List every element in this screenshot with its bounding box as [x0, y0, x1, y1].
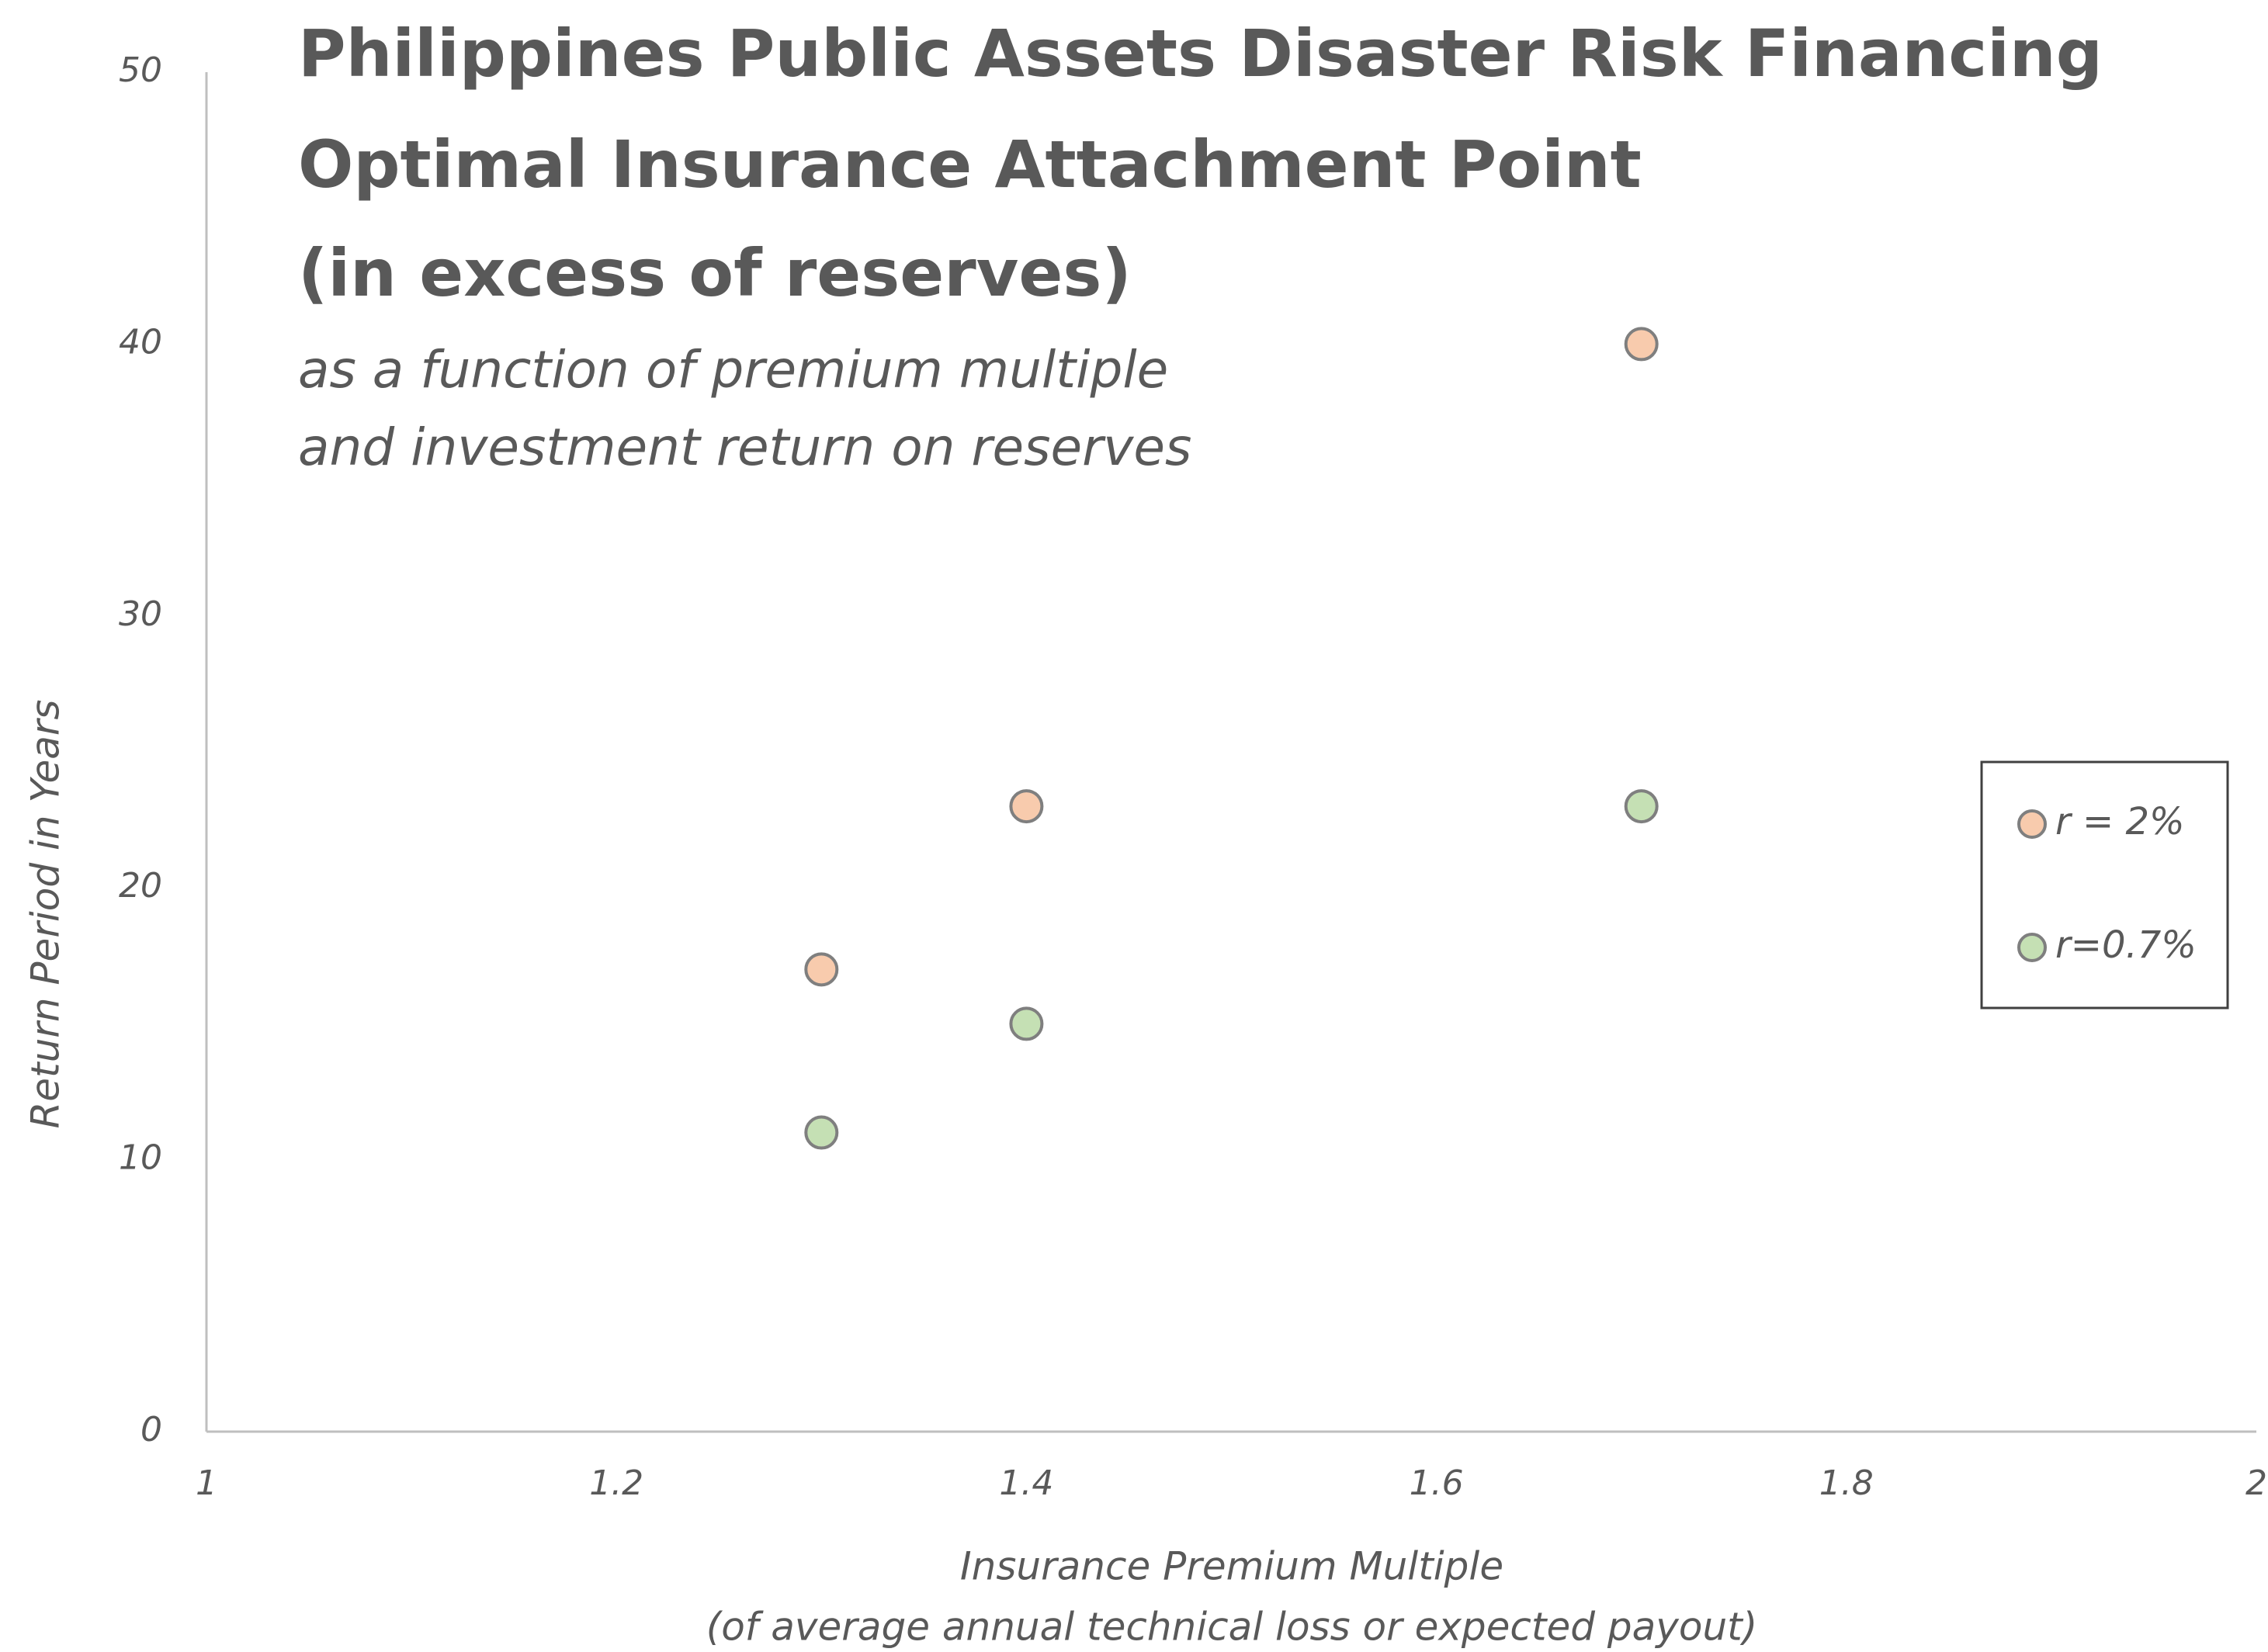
- chart-title: Optimal Insurance Attachment Point: [298, 126, 1642, 203]
- y-tick-label: 30: [119, 594, 162, 634]
- x-tick-label: 1: [196, 1463, 217, 1503]
- legend-marker: [2019, 811, 2045, 837]
- y-axis-label: Return Period in Years: [23, 699, 68, 1128]
- point: [1626, 791, 1657, 822]
- chart-subtitle: as a function of premium multiple: [298, 340, 1168, 400]
- legend-label: r=0.7%: [2055, 923, 2197, 967]
- point: [1011, 791, 1042, 822]
- chart-title: (in excess of reserves): [298, 235, 1132, 311]
- chart-subtitle: and investment return on reserves: [298, 417, 1191, 477]
- point: [1011, 1008, 1042, 1039]
- chart-title: Philippines Public Assets Disaster Risk …: [298, 16, 2103, 92]
- y-tick-label: 50: [119, 50, 162, 90]
- x-tick-label: 1.6: [1410, 1463, 1464, 1503]
- legend-marker: [2019, 934, 2045, 961]
- y-tick-label: 0: [140, 1410, 162, 1449]
- y-tick-label: 20: [119, 866, 162, 906]
- point: [1626, 328, 1657, 359]
- chart: Philippines Public Assets Disaster Risk …: [0, 0, 2268, 1652]
- y-tick-label: 10: [119, 1138, 162, 1178]
- x-axis-label: (of average annual technical loss or exp…: [706, 1605, 1758, 1650]
- x-tick-label: 1.8: [1819, 1463, 1874, 1503]
- x-tick-label: 2: [2245, 1463, 2267, 1503]
- x-axis-label: Insurance Premium Multiple: [960, 1544, 1503, 1589]
- y-tick-label: 40: [119, 322, 162, 362]
- legend-label: r = 2%: [2055, 800, 2185, 843]
- x-tick-label: 1.2: [589, 1463, 643, 1503]
- point: [806, 954, 837, 985]
- legend: [1982, 762, 2228, 1008]
- point: [806, 1117, 837, 1148]
- x-tick-label: 1.4: [999, 1463, 1053, 1503]
